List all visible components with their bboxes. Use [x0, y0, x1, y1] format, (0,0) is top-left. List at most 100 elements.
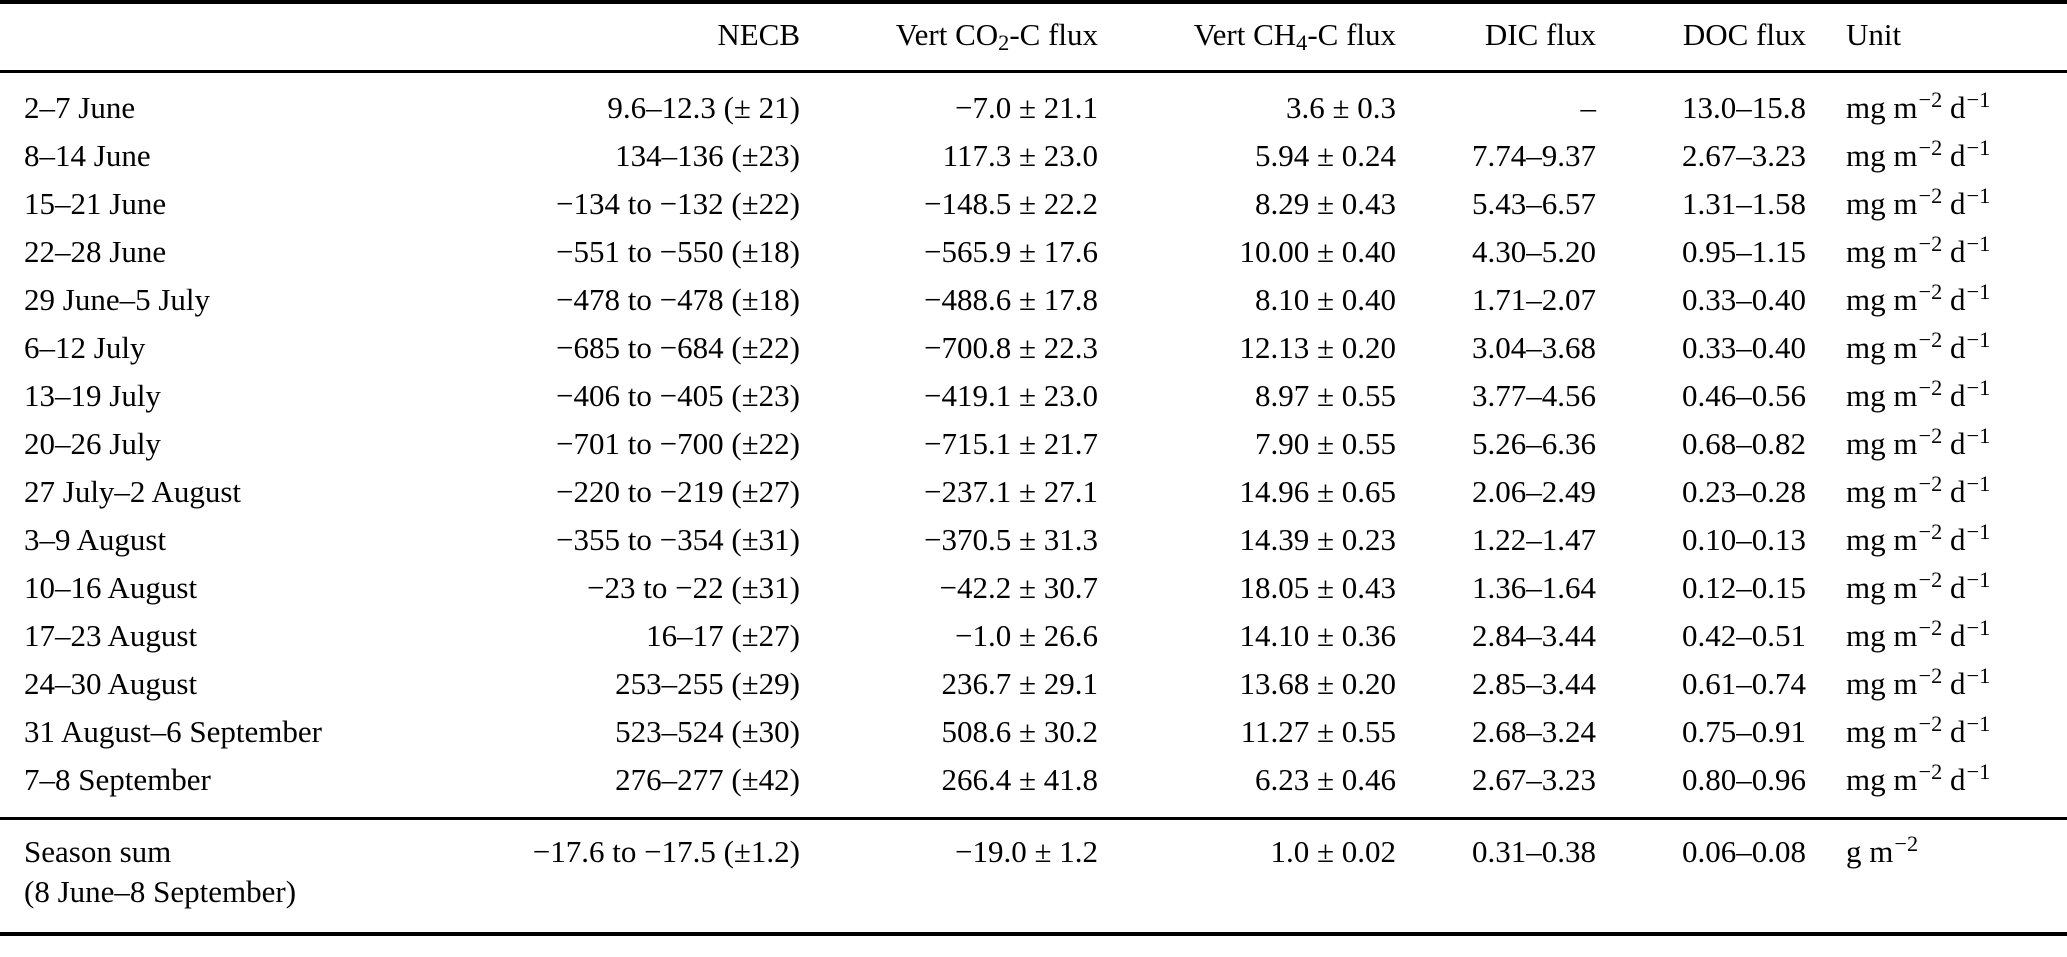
cell-necb: 16–17 (±27) — [646, 618, 800, 653]
cell-dic: 3.77–4.56 — [1472, 378, 1596, 413]
cell-co2: −148.5 ± 22.2 — [924, 186, 1098, 221]
cell-co2: −1.0 ± 26.6 — [955, 618, 1098, 653]
cell-ch4: 3.6 ± 0.3 — [1285, 90, 1396, 125]
cell-necb: −551 to −550 (±18) — [556, 234, 800, 269]
cell-period: 10–16 August — [24, 570, 198, 605]
cell-ch4: 14.96 ± 0.65 — [1239, 474, 1396, 509]
cell-period: 22–28 June — [24, 234, 167, 269]
header-cell-period — [0, 0, 470, 73]
table-row: 8–14 June 134–136 (±23) 117.3 ± 23.0 5.9… — [0, 132, 2067, 180]
cell-unit: mg m−2 d−1 — [1846, 182, 1991, 221]
cell-unit: mg m−2 d−1 — [1846, 758, 1991, 797]
cell-co2: 508.6 ± 30.2 — [941, 714, 1098, 749]
cell-necb: −406 to −405 (±23) — [556, 378, 800, 413]
cell-unit: mg m−2 d−1 — [1846, 710, 1991, 749]
cell-period: 31 August–6 September — [24, 714, 322, 749]
cell-ch4: 18.05 ± 0.43 — [1239, 570, 1396, 605]
table-row: 20–26 July −701 to −700 (±22) −715.1 ± 2… — [0, 420, 2067, 468]
cell-ch4: 6.23 ± 0.46 — [1254, 762, 1396, 797]
cell-doc: 0.46–0.56 — [1682, 378, 1806, 413]
cell-dic: 5.43–6.57 — [1472, 186, 1596, 221]
cell-unit: g m−2 — [1806, 817, 2067, 936]
cell-co2: −488.6 ± 17.8 — [924, 282, 1098, 317]
table-row: 31 August–6 September 523–524 (±30) 508.… — [0, 708, 2067, 756]
header-cell-co2-flux: Vert CO2-C flux — [800, 0, 1098, 73]
cell-unit: mg m−2 d−1 — [1846, 662, 1991, 701]
cell-period: 29 June–5 July — [24, 282, 210, 317]
cell-doc: 0.75–0.91 — [1682, 714, 1806, 749]
table-row: 15–21 June −134 to −132 (±22) −148.5 ± 2… — [0, 180, 2067, 228]
cell-co2: −715.1 ± 21.7 — [924, 426, 1098, 461]
cell-necb: −23 to −22 (±31) — [587, 570, 800, 605]
cell-co2: 236.7 ± 29.1 — [941, 666, 1098, 701]
cell-doc: 0.23–0.28 — [1682, 474, 1806, 509]
cell-dic: 2.85–3.44 — [1472, 666, 1596, 701]
cell-co2: −237.1 ± 27.1 — [924, 474, 1098, 509]
cell-doc: 2.67–3.23 — [1682, 138, 1806, 173]
cell-co2: −419.1 ± 23.0 — [924, 378, 1098, 413]
table-row: 7–8 September 276–277 (±42) 266.4 ± 41.8… — [0, 756, 2067, 819]
header-cell-unit: Unit — [1806, 0, 2067, 73]
cell-ch4: 14.10 ± 0.36 — [1239, 618, 1396, 653]
cell-period: 27 July–2 August — [24, 474, 242, 509]
table-row: 2–7 June 9.6–12.3 (± 21) −7.0 ± 21.1 3.6… — [0, 72, 2067, 133]
cell-ch4: 5.94 ± 0.24 — [1254, 138, 1396, 173]
cell-co2: −19.0 ± 1.2 — [800, 817, 1098, 936]
cell-doc: 0.12–0.15 — [1682, 570, 1806, 605]
cell-unit: mg m−2 d−1 — [1846, 614, 1991, 653]
cell-necb: 253–255 (±29) — [615, 666, 800, 701]
cell-unit: mg m−2 d−1 — [1846, 518, 1991, 557]
cell-co2: 117.3 ± 23.0 — [942, 138, 1098, 173]
cell-dic: 2.67–3.23 — [1472, 762, 1596, 797]
cell-ch4: 11.27 ± 0.55 — [1240, 714, 1396, 749]
cell-unit: mg m−2 d−1 — [1846, 470, 1991, 509]
cell-co2: 266.4 ± 41.8 — [941, 762, 1098, 797]
cell-necb: −355 to −354 (±31) — [556, 522, 800, 557]
cell-unit: mg m−2 d−1 — [1846, 134, 1991, 173]
cell-period: 13–19 July — [24, 378, 161, 413]
table-row: 3–9 August −355 to −354 (±31) −370.5 ± 3… — [0, 516, 2067, 564]
cell-dic: 3.04–3.68 — [1472, 330, 1596, 365]
cell-dic: 2.06–2.49 — [1472, 474, 1596, 509]
cell-unit: mg m−2 d−1 — [1846, 566, 1991, 605]
cell-ch4: 8.10 ± 0.40 — [1254, 282, 1396, 317]
cell-unit: mg m−2 d−1 — [1846, 374, 1991, 413]
table-row: 27 July–2 August −220 to −219 (±27) −237… — [0, 468, 2067, 516]
cell-dic: 1.36–1.64 — [1472, 570, 1596, 605]
cell-dic: – — [1580, 90, 1597, 125]
header-cell-dic-flux: DIC flux — [1396, 0, 1596, 73]
season-sum-row: Season sum (8 June–8 September) −17.6 to… — [0, 817, 2067, 936]
table-row: 24–30 August 253–255 (±29) 236.7 ± 29.1 … — [0, 660, 2067, 708]
cell-necb: 523–524 (±30) — [615, 714, 800, 749]
cell-unit: mg m−2 d−1 — [1846, 230, 1991, 269]
cell-ch4: 10.00 ± 0.40 — [1239, 234, 1396, 269]
cell-period: 6–12 July — [24, 330, 146, 365]
cell-doc: 13.0–15.8 — [1682, 90, 1806, 125]
cell-necb: −220 to −219 (±27) — [556, 474, 800, 509]
table-row: 6–12 July −685 to −684 (±22) −700.8 ± 22… — [0, 324, 2067, 372]
cell-dic: 7.74–9.37 — [1472, 138, 1596, 173]
season-sum-section: Season sum (8 June–8 September) −17.6 to… — [0, 817, 2067, 936]
cell-period: 8–14 June — [24, 138, 151, 173]
cell-doc: 0.95–1.15 — [1682, 234, 1806, 269]
cell-unit: mg m−2 d−1 — [1846, 326, 1991, 365]
cell-period: Season sum (8 June–8 September) — [0, 817, 470, 936]
cell-dic: 2.68–3.24 — [1472, 714, 1596, 749]
cell-doc: 0.61–0.74 — [1682, 666, 1806, 701]
cell-ch4: 14.39 ± 0.23 — [1239, 522, 1396, 557]
cell-ch4: 13.68 ± 0.20 — [1239, 666, 1396, 701]
cell-doc: 0.06–0.08 — [1596, 817, 1806, 936]
cell-period: 3–9 August — [24, 522, 167, 557]
cell-necb: −17.6 to −17.5 (±1.2) — [470, 817, 800, 936]
table-row: 29 June–5 July −478 to −478 (±18) −488.6… — [0, 276, 2067, 324]
cell-co2: −370.5 ± 31.3 — [924, 522, 1098, 557]
cell-necb: −685 to −684 (±22) — [556, 330, 800, 365]
cell-necb: 276–277 (±42) — [615, 762, 800, 797]
cell-dic: 2.84–3.44 — [1472, 618, 1596, 653]
cell-necb: −478 to −478 (±18) — [556, 282, 800, 317]
cell-dic: 1.71–2.07 — [1472, 282, 1596, 317]
cell-necb: −134 to −132 (±22) — [556, 186, 800, 221]
cell-necb: 134–136 (±23) — [615, 138, 800, 173]
cell-unit: mg m−2 d−1 — [1846, 86, 1991, 125]
cell-period: 20–26 July — [24, 426, 161, 461]
